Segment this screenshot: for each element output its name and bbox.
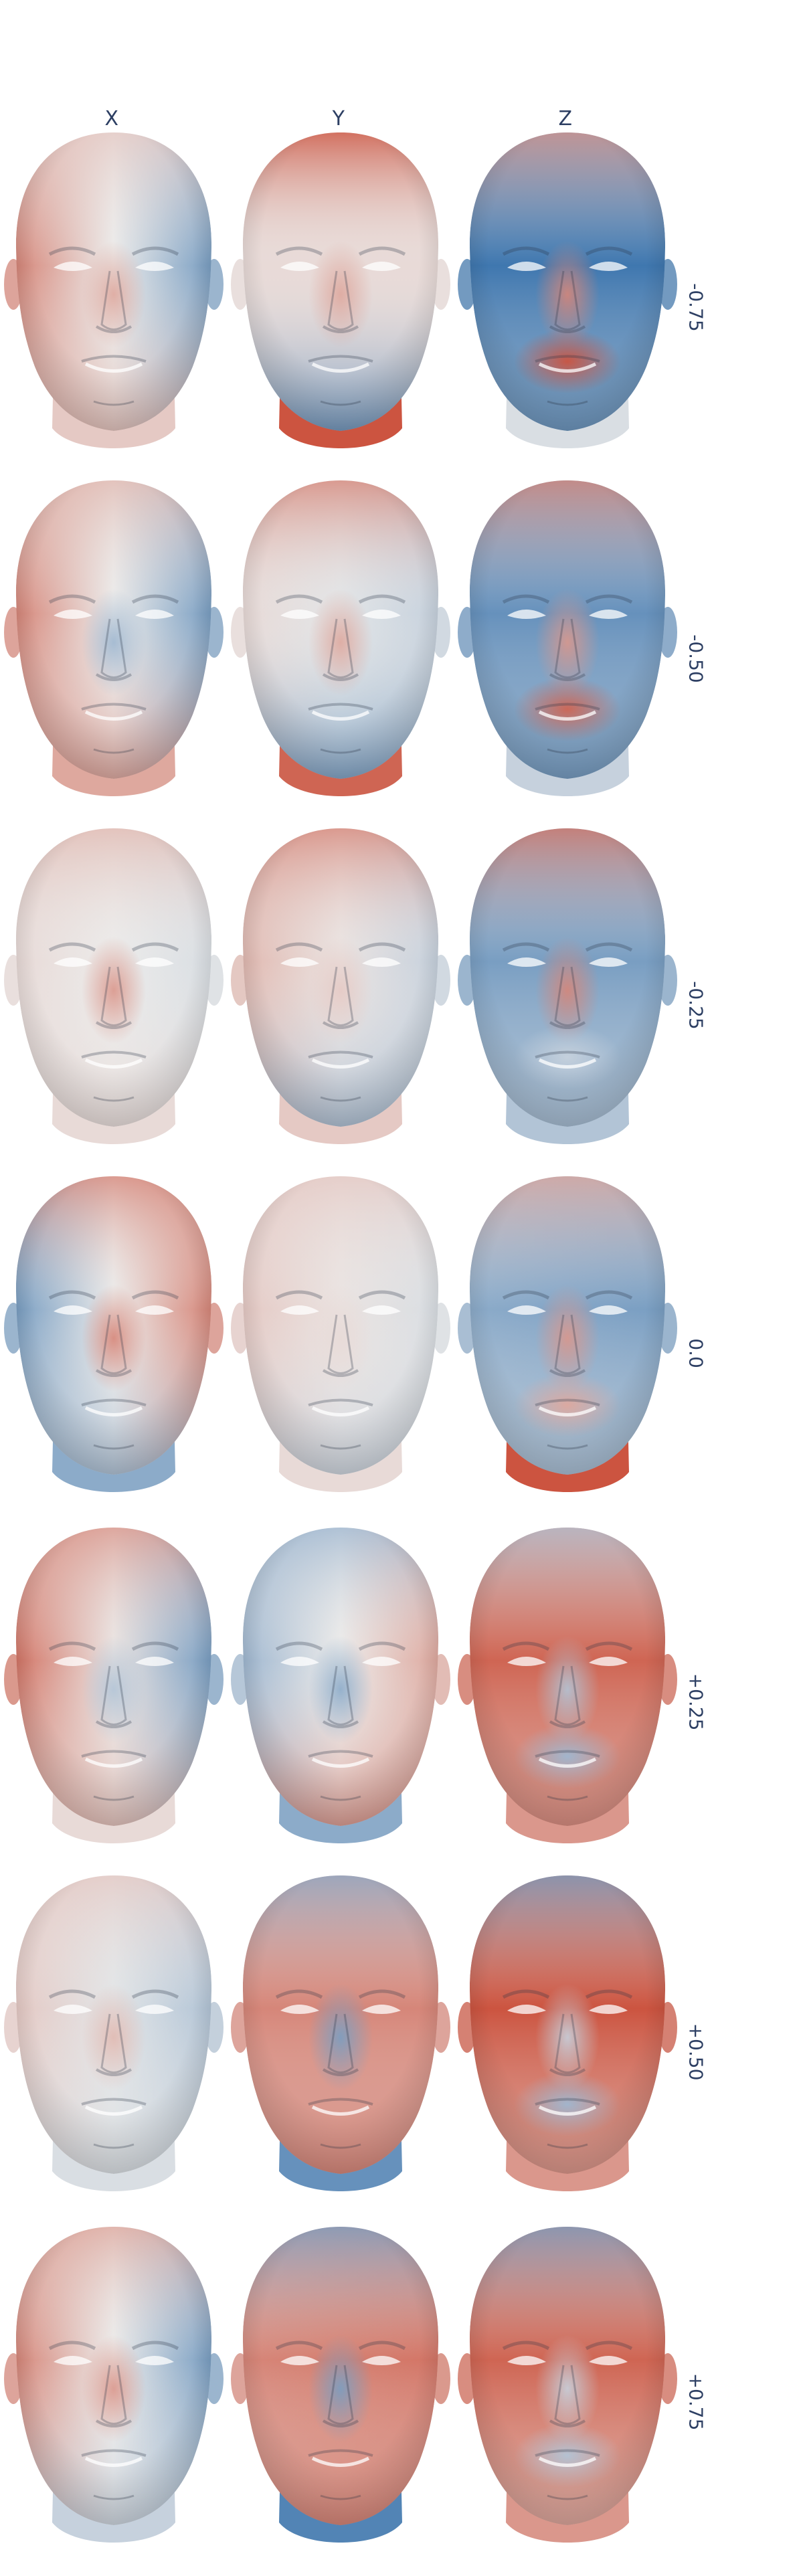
column-label-x: X bbox=[104, 107, 119, 130]
face-y-row-4 bbox=[231, 1528, 450, 1843]
row-label-minus-0-50: -0.50 bbox=[685, 634, 707, 683]
face-z-row-2 bbox=[458, 828, 677, 1144]
face-y-row-2 bbox=[231, 828, 450, 1144]
face-y-row-6 bbox=[231, 2227, 450, 2543]
face-z-row-1 bbox=[458, 480, 677, 796]
face-z-row-4 bbox=[458, 1528, 677, 1843]
face-x-row-6 bbox=[4, 2227, 224, 2543]
face-z-row-5 bbox=[458, 1875, 677, 2191]
face-z-row-6 bbox=[458, 2227, 677, 2543]
face-x-row-3 bbox=[4, 1176, 224, 1492]
row-label-plus-0-75: +0.75 bbox=[685, 2373, 707, 2431]
row-label-plus-0-50: +0.50 bbox=[685, 2023, 707, 2081]
face-x-row-4 bbox=[4, 1528, 224, 1843]
face-y-row-1 bbox=[231, 480, 450, 796]
column-label-z: Z bbox=[558, 107, 573, 130]
face-x-row-2 bbox=[4, 828, 224, 1144]
column-label-y: Y bbox=[332, 107, 345, 130]
face-y-row-0 bbox=[231, 132, 450, 448]
row-label-plus-0-25: +0.25 bbox=[685, 1673, 707, 1731]
face-z-row-3 bbox=[458, 1176, 677, 1492]
face-y-row-3 bbox=[231, 1176, 450, 1492]
row-label-0-0: 0.0 bbox=[685, 1338, 707, 1368]
row-label-minus-0-25: -0.25 bbox=[685, 981, 707, 1030]
face-x-row-1 bbox=[4, 480, 224, 796]
row-label-minus-0-75: -0.75 bbox=[685, 283, 707, 332]
face-z-row-0 bbox=[458, 132, 677, 448]
face-x-row-0 bbox=[4, 132, 224, 448]
face-x-row-5 bbox=[4, 1875, 224, 2191]
face-y-row-5 bbox=[231, 1875, 450, 2191]
